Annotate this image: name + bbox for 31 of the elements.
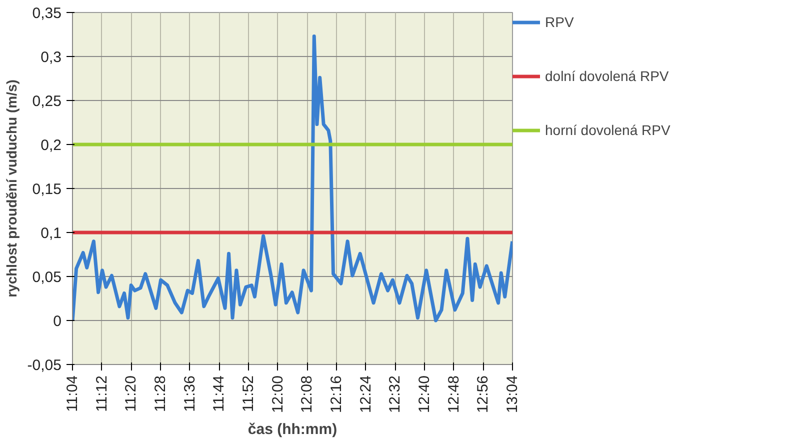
x-axis-title: čas (hh:mm) [248,421,338,438]
y-tick-label: 0,15 [32,181,62,198]
y-tick-label: 0,05 [32,269,62,286]
x-tick-label: 11:52 [240,375,257,412]
y-tick-label: 0,35 [32,5,62,22]
y-tick-label: 0 [53,313,62,330]
y-tick-label: -0,05 [27,357,62,374]
x-tick-label: 12:48 [445,375,462,414]
x-tick-label: 11:44 [210,375,228,412]
x-tick-label: 11:04 [64,375,81,412]
y-axis-title: rychlost proudění vuduchu (m/s) [3,80,20,298]
x-tick-label: 11:12 [93,375,110,412]
y-tick-label: 0,25 [32,93,62,110]
legend-label: dolní dovolená RPV [545,68,669,84]
x-tick-label: 13:04 [504,375,521,414]
x-tick-label: 12:56 [474,375,492,414]
legend-label: RPV [545,14,574,30]
x-tick-label: 12:40 [416,375,433,414]
legend-label: horní dovolená RPV [545,122,670,138]
line-series [72,34,512,322]
x-tick-label: 12:32 [386,375,404,414]
x-tick-label: 11:20 [122,375,140,412]
y-tick-label: 0,1 [40,225,62,242]
y-tick-label: 0,2 [40,137,62,154]
x-tick-label: 12:00 [269,375,286,414]
x-tick-label: 11:28 [152,375,169,412]
y-tick-label: 0,3 [40,49,62,66]
x-tick-label: 12:08 [298,375,316,414]
x-tick-label: 12:16 [328,375,345,414]
x-tick-label: 11:36 [181,375,198,412]
x-tick-label: 12:24 [357,375,374,414]
